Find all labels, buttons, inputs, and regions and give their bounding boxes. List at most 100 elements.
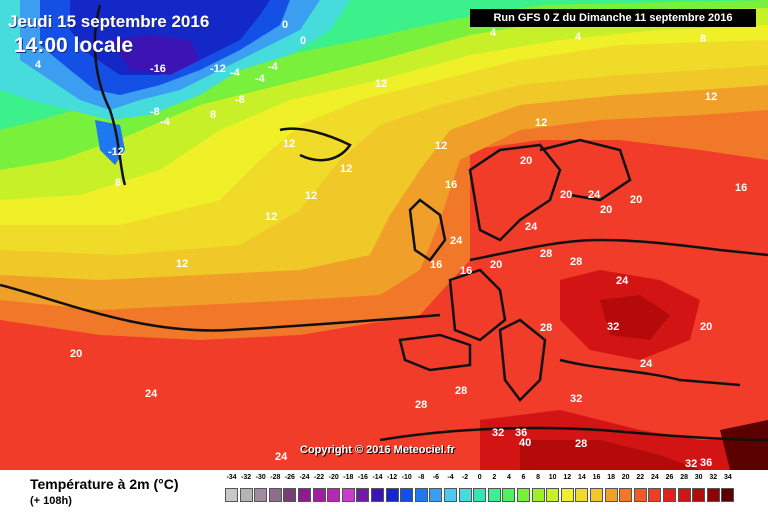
scale-swatch	[385, 488, 399, 502]
scale-label: 0	[477, 474, 482, 481]
scale-label: 14	[577, 474, 586, 481]
scale-swatch	[444, 488, 457, 502]
svg-text:4: 4	[490, 27, 497, 39]
svg-text:24: 24	[275, 451, 288, 463]
scale-swatch	[327, 488, 341, 502]
svg-text:4: 4	[575, 31, 582, 43]
svg-text:-16: -16	[150, 63, 166, 75]
svg-text:-12: -12	[210, 63, 226, 75]
legend-subtitle: (+ 108h)	[30, 495, 72, 507]
scale-label: -14	[372, 474, 383, 481]
svg-text:24: 24	[640, 358, 653, 370]
scale-label: -24	[299, 474, 310, 481]
scale-label: -22	[314, 474, 325, 481]
svg-text:20: 20	[70, 348, 82, 360]
scale-label: -6	[432, 474, 439, 481]
scale-swatch	[414, 488, 428, 502]
scale-label: 8	[536, 474, 541, 481]
svg-text:0: 0	[300, 35, 306, 47]
scale-label: 22	[636, 474, 645, 481]
scale-labels: -34 -32 -30 -28 -26 -24 -22 -20 -18 -16 -14 -12 -10-…	[225, 474, 745, 484]
scale-label: -20	[328, 474, 339, 481]
scale-label: 18	[607, 474, 615, 481]
scale-swatch	[254, 488, 268, 502]
scale-label: 12	[563, 474, 572, 481]
legend-panel: Température à 2m (°C) (+ 108h) -34 -32 -30…	[0, 470, 768, 512]
scale-swatch	[546, 488, 560, 502]
scale-swatch	[604, 488, 618, 502]
svg-text:20: 20	[600, 204, 612, 216]
scale-label: -2	[461, 474, 469, 481]
forecast-time: 14:00 locale	[14, 34, 134, 57]
scale-label: -16	[357, 474, 368, 481]
scale-swatch	[663, 488, 676, 502]
svg-text:24: 24	[450, 235, 463, 247]
svg-text:32: 32	[685, 458, 697, 470]
svg-text:0: 0	[282, 19, 288, 31]
scale-swatch	[341, 488, 355, 502]
scale-swatch	[502, 488, 516, 502]
svg-text:8: 8	[210, 109, 216, 121]
svg-text:-8: -8	[150, 106, 160, 118]
svg-text:32: 32	[492, 427, 504, 439]
svg-text:4: 4	[35, 59, 42, 71]
svg-text:-4: -4	[268, 61, 279, 73]
svg-text:28: 28	[570, 256, 582, 268]
scale-swatch	[225, 488, 238, 502]
color-scale: -34 -32 -30 -28 -26 -24 -22 -20 -18 -16 -14 -12 -10-…	[225, 474, 745, 510]
svg-text:16: 16	[460, 265, 472, 277]
svg-text:12: 12	[265, 211, 277, 223]
scale-label: 6	[521, 474, 526, 481]
svg-text:20: 20	[560, 189, 572, 201]
scale-label: -8	[418, 474, 425, 481]
svg-text:12: 12	[375, 78, 387, 90]
svg-text:16: 16	[430, 259, 442, 271]
scale-label: -18	[343, 474, 354, 481]
scale-label: 2	[492, 474, 497, 481]
scale-label: -30	[255, 474, 266, 481]
scale-label: 34	[723, 474, 732, 481]
svg-text:24: 24	[525, 221, 538, 233]
svg-text:12: 12	[283, 138, 295, 150]
svg-text:20: 20	[520, 155, 532, 167]
scale-swatches	[225, 488, 745, 502]
svg-text:24: 24	[588, 189, 601, 201]
svg-text:32: 32	[570, 393, 582, 405]
scale-label: 16	[592, 474, 601, 481]
scale-swatch	[283, 488, 297, 502]
scale-swatch	[298, 488, 311, 502]
copyright-notice: Copyright © 2016 Meteociel.fr	[300, 444, 455, 456]
scale-label: 28	[680, 474, 688, 481]
scale-swatch	[633, 488, 647, 502]
scale-swatch	[692, 488, 706, 502]
scale-label: -28	[270, 474, 281, 481]
scale-label: 26	[665, 474, 674, 481]
svg-text:8: 8	[115, 177, 121, 189]
scale-label: -12	[387, 474, 398, 481]
scale-label: -34	[226, 474, 237, 481]
scale-swatch	[706, 488, 720, 502]
svg-text:16: 16	[735, 182, 747, 194]
svg-text:28: 28	[455, 385, 467, 397]
scale-label: -10	[401, 474, 412, 481]
svg-text:16: 16	[445, 179, 457, 191]
svg-text:40: 40	[519, 437, 531, 449]
svg-text:24: 24	[616, 275, 629, 287]
scale-swatch	[721, 488, 735, 502]
svg-text:20: 20	[630, 194, 642, 206]
scale-swatch	[458, 488, 472, 502]
scale-swatch	[677, 488, 691, 502]
svg-text:20: 20	[700, 321, 712, 333]
scale-swatch	[371, 488, 384, 502]
svg-text:12: 12	[705, 91, 717, 103]
scale-label: 10	[548, 474, 557, 481]
scale-swatch	[619, 488, 633, 502]
svg-text:-12: -12	[108, 146, 124, 158]
svg-text:28: 28	[540, 248, 552, 260]
svg-text:12: 12	[535, 117, 547, 129]
scale-swatch	[575, 488, 589, 502]
scale-swatch	[239, 488, 253, 502]
scale-swatch	[590, 488, 603, 502]
scale-swatch	[429, 488, 443, 502]
